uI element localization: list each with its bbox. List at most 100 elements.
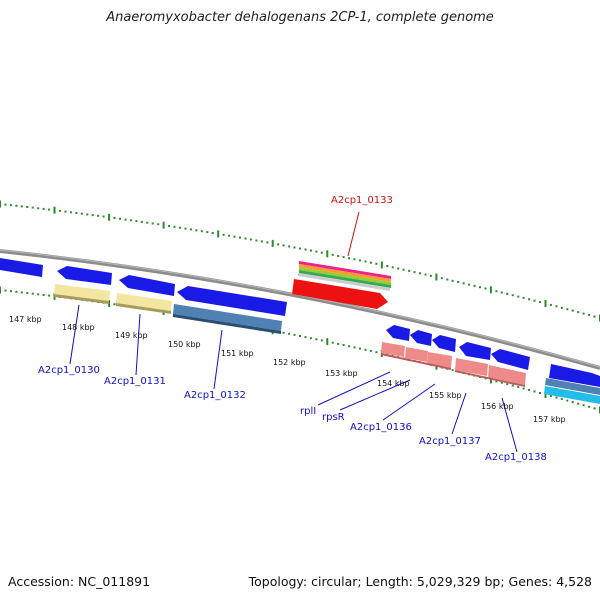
axis-label: 149 kbp bbox=[115, 331, 148, 340]
axis-label: 151 kbp bbox=[221, 349, 254, 358]
gene-arrow[interactable] bbox=[432, 335, 456, 352]
gene-label-a2cp1-0136[interactable]: A2cp1_0136 bbox=[350, 422, 412, 433]
rrna-stripe bbox=[299, 267, 391, 285]
minor-tick bbox=[571, 309, 574, 312]
minor-tick bbox=[413, 271, 416, 274]
cds-a2cp1-0138[interactable] bbox=[488, 365, 526, 385]
minor-tick bbox=[146, 221, 149, 224]
gene-arrow-a2cp1-0131[interactable] bbox=[119, 275, 175, 296]
gene-label-rpll[interactable]: rplI bbox=[300, 406, 316, 417]
gene-arrow[interactable] bbox=[410, 330, 432, 346]
minor-tick bbox=[533, 299, 536, 302]
major-tick bbox=[0, 200, 1, 208]
rrna-stripe bbox=[298, 273, 390, 291]
minor-tick bbox=[566, 308, 569, 311]
minor-tick bbox=[228, 234, 231, 237]
gene-arrow[interactable] bbox=[491, 349, 530, 370]
minor-tick bbox=[571, 401, 574, 404]
minor-tick bbox=[9, 204, 12, 207]
cds-a2cp1-0136[interactable] bbox=[427, 352, 452, 368]
minor-tick bbox=[555, 396, 558, 399]
minor-tick bbox=[451, 369, 454, 372]
minor-tick bbox=[348, 345, 351, 348]
cds-right-cyan[interactable] bbox=[544, 386, 600, 404]
gene-arrow[interactable] bbox=[459, 342, 491, 360]
minor-tick bbox=[86, 213, 89, 216]
genome-backbone bbox=[0, 249, 600, 370]
minor-tick bbox=[26, 206, 29, 208]
minor-tick bbox=[364, 260, 367, 263]
major-tick bbox=[435, 273, 438, 281]
minor-tick bbox=[140, 220, 143, 223]
minor-tick bbox=[31, 206, 34, 209]
gene-label-a2cp1-0131[interactable]: A2cp1_0131 bbox=[104, 376, 166, 387]
cds-rpll[interactable] bbox=[381, 342, 405, 357]
minor-tick bbox=[462, 282, 465, 285]
minor-tick bbox=[549, 303, 552, 306]
minor-tick bbox=[517, 295, 520, 298]
minor-tick bbox=[402, 268, 405, 271]
minor-tick bbox=[157, 223, 160, 226]
cds-features[interactable] bbox=[54, 284, 600, 404]
minor-tick bbox=[239, 236, 241, 239]
cds-rpsr[interactable] bbox=[405, 347, 428, 362]
cds-shadow bbox=[381, 353, 451, 370]
gene-features[interactable] bbox=[0, 258, 600, 387]
minor-tick bbox=[560, 306, 563, 309]
minor-tick bbox=[124, 218, 127, 221]
gene-arrow[interactable] bbox=[549, 364, 600, 387]
cds-a2cp1-0130-shadow bbox=[54, 294, 109, 304]
cds-right-steel[interactable] bbox=[545, 378, 600, 395]
axis-label: 154 kbp bbox=[377, 379, 410, 388]
minor-tick bbox=[528, 298, 531, 301]
minor-tick bbox=[184, 227, 187, 230]
minor-tick bbox=[593, 407, 596, 410]
minor-tick bbox=[348, 257, 351, 260]
major-tick bbox=[162, 221, 165, 229]
minor-tick bbox=[189, 228, 192, 231]
cds-a2cp1-0132[interactable] bbox=[173, 304, 282, 331]
minor-tick bbox=[102, 215, 105, 218]
cds-a2cp1-0131[interactable] bbox=[116, 293, 172, 311]
gene-label-a2cp1-0132[interactable]: A2cp1_0132 bbox=[184, 390, 246, 401]
cds-shadow bbox=[455, 370, 525, 387]
minor-tick bbox=[588, 405, 591, 408]
gene-arrow[interactable] bbox=[0, 258, 43, 277]
gene-labels[interactable]: A2cp1_0130 A2cp1_0131 A2cp1_0132 A2cp1_0… bbox=[38, 195, 547, 463]
axis-label: 150 kbp bbox=[168, 340, 201, 349]
minor-tick bbox=[506, 292, 509, 295]
gene-label-a2cp1-0138[interactable]: A2cp1_0138 bbox=[485, 452, 547, 463]
gene-arrow[interactable] bbox=[386, 325, 410, 341]
minor-tick bbox=[588, 314, 591, 316]
gene-label-rpsr[interactable]: rpsR bbox=[322, 412, 345, 423]
minor-tick bbox=[59, 209, 61, 212]
minor-tick bbox=[119, 217, 121, 220]
minor-tick bbox=[9, 290, 12, 293]
accession-text: Accession: NC_011891 bbox=[8, 574, 151, 589]
minor-tick bbox=[195, 229, 198, 232]
minor-tick bbox=[429, 274, 432, 277]
minor-tick bbox=[299, 335, 301, 337]
minor-tick bbox=[353, 258, 356, 261]
minor-tick bbox=[506, 383, 509, 386]
gene-label-a2cp1-0137[interactable]: A2cp1_0137 bbox=[419, 436, 481, 447]
minor-tick bbox=[359, 347, 361, 350]
minor-tick bbox=[304, 248, 307, 251]
minor-tick bbox=[555, 305, 558, 308]
gene-arrow-a2cp1-0130[interactable] bbox=[57, 266, 112, 285]
cds-a2cp1-0130[interactable] bbox=[54, 284, 110, 301]
minor-tick bbox=[277, 243, 280, 246]
minor-tick bbox=[293, 246, 296, 249]
minor-tick bbox=[419, 272, 421, 275]
gene-label-a2cp1-0130[interactable]: A2cp1_0130 bbox=[38, 365, 100, 376]
minor-tick bbox=[522, 296, 525, 299]
gene-arrow-a2cp1-0132[interactable] bbox=[177, 286, 287, 316]
gene-arrow-a2cp1-0133[interactable] bbox=[292, 279, 388, 309]
gene-label-a2cp1-0133[interactable]: A2cp1_0133 bbox=[331, 195, 393, 206]
minor-tick bbox=[577, 402, 580, 405]
minor-tick bbox=[391, 266, 394, 269]
major-tick bbox=[380, 261, 383, 269]
rrna-stripe bbox=[299, 264, 391, 282]
cds-a2cp1-0137[interactable] bbox=[455, 358, 488, 376]
